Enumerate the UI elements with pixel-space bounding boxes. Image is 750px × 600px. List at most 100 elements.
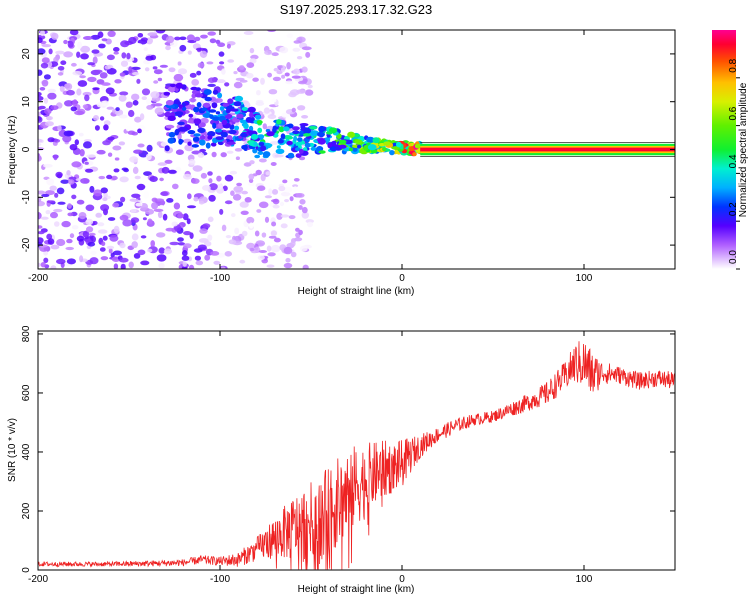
heatmap-noise-blob: [130, 217, 140, 223]
heatmap-noise-blob: [50, 265, 57, 269]
heatmap-noise-blob: [143, 47, 148, 51]
heatmap-noise-blob: [270, 162, 277, 166]
heatmap-noise-blob: [158, 262, 165, 269]
heatmap-noise-blob: [227, 59, 235, 63]
heatmap-noise-blob: [150, 91, 160, 99]
heatmap-noise-blob: [71, 161, 82, 168]
heatmap-noise-blob: [216, 175, 222, 182]
heatmap-ridge-blob: [220, 131, 228, 138]
heatmap-ridge-blob: [164, 111, 172, 118]
heatmap-noise-blob: [102, 100, 109, 107]
heatmap-ridge-blob: [367, 144, 377, 151]
heatmap-ridge-blob: [324, 137, 331, 143]
heatmap-ridge-blob: [199, 135, 206, 140]
heatmap-noise-blob: [44, 121, 54, 127]
heatmap-ridge-blob: [348, 147, 353, 152]
heatmap-ridge-blob: [298, 148, 304, 154]
heatmap-noise-blob: [168, 169, 177, 174]
heatmap-noise-blob: [92, 87, 100, 91]
y-tick-label: 400: [21, 443, 32, 460]
heatmap-noise-blob: [45, 190, 55, 196]
heatmap-noise-blob: [41, 193, 50, 198]
heatmap-noise-blob: [113, 51, 119, 55]
heatmap-ridge-blob: [192, 136, 200, 142]
heatmap-ridge-blob: [366, 136, 375, 143]
heatmap-noise-blob: [266, 245, 272, 252]
heatmap-ridge-blob: [245, 117, 252, 123]
heatmap-noise-blob: [183, 231, 192, 236]
heatmap-ridge-blob: [257, 134, 265, 139]
heatmap-noise-blob: [143, 59, 151, 65]
heatmap-noise-blob: [299, 199, 306, 205]
heatmap-noise-blob: [256, 90, 261, 96]
heatmap-noise-blob: [101, 82, 111, 86]
heatmap-noise-blob: [40, 262, 46, 268]
heatmap-noise-blob: [276, 70, 283, 75]
heatmap-noise-blob: [166, 198, 174, 203]
heatmap-ridge-blob: [225, 108, 231, 114]
heatmap-noise-blob: [193, 196, 199, 202]
heatmap-ridge-blob: [215, 128, 223, 133]
heatmap-noise-blob: [38, 231, 45, 235]
heatmap-noise-blob: [202, 185, 211, 191]
heatmap-noise-blob: [55, 50, 65, 55]
heatmap-noise-blob: [103, 192, 108, 198]
heatmap-noise-blob: [213, 260, 221, 265]
heatmap-noise-blob: [130, 209, 137, 213]
heatmap-noise-blob: [251, 37, 257, 43]
heatmap-stable-band: [420, 147, 675, 152]
heatmap-noise-blob: [302, 264, 309, 269]
heatmap-noise-blob: [281, 74, 286, 79]
heatmap-noise-blob: [64, 83, 71, 89]
heatmap-ridge-blob: [196, 102, 202, 108]
heatmap-noise-blob: [126, 52, 131, 60]
heatmap-noise-blob: [71, 62, 77, 67]
heatmap-ridge-blob: [287, 152, 295, 159]
heatmap-noise-blob: [218, 51, 225, 57]
heatmap-ridge-blob: [187, 119, 195, 124]
heatmap-ridge-blob: [389, 150, 395, 156]
heatmap-noise-blob: [38, 138, 43, 143]
x-tick-label: -100: [210, 273, 230, 284]
heatmap-noise-blob: [267, 72, 272, 78]
heatmap-noise-blob: [177, 213, 184, 219]
heatmap-ridge-blob: [286, 140, 293, 146]
heatmap-ridge-blob: [250, 133, 259, 140]
heatmap-ridge-blob: [201, 107, 208, 112]
heatmap-noise-blob: [301, 115, 309, 119]
heatmap-noise-blob: [96, 102, 104, 108]
heatmap-ridge-blob: [292, 130, 300, 135]
heatmap-noise-blob: [279, 46, 289, 54]
heatmap-ridge-blob: [233, 101, 242, 107]
heatmap-noise-blob: [207, 216, 214, 223]
heatmap-noise-blob: [97, 31, 104, 38]
heatmap-ridge-blob: [276, 119, 282, 125]
heatmap-noise-blob: [241, 190, 249, 195]
heatmap-noise-blob: [140, 235, 147, 239]
heatmap-noise-blob: [270, 230, 277, 237]
heatmap-noise-blob: [267, 252, 276, 257]
heatmap-ridge-blob: [275, 148, 285, 154]
heatmap-noise-blob: [288, 215, 296, 220]
heatmap-noise-blob: [293, 40, 301, 44]
colorbar-ticks: 0.0 0.2 0.4 0.6 0.8: [728, 58, 740, 270]
heatmap-ridge-blob: [414, 143, 421, 149]
heatmap-noise-blob: [220, 152, 227, 158]
heatmap-ridge-blob: [197, 127, 206, 133]
heatmap-noise-blob: [78, 212, 87, 220]
heatmap-noise-blob: [112, 202, 120, 208]
x-tick-label: 100: [576, 574, 593, 585]
colorbar-tick-label: 0.8: [728, 58, 739, 72]
heatmap-noise-blob: [280, 214, 290, 218]
heatmap-noise-blob: [272, 198, 280, 205]
heatmap-ridge-blob: [226, 141, 236, 145]
x-tick-label: -200: [28, 574, 48, 585]
heatmap-ridge-blob: [166, 104, 175, 109]
heatmap-noise-blob: [102, 235, 108, 241]
heatmap-noise-blob: [249, 160, 255, 165]
heatmap-noise-blob: [175, 166, 182, 172]
heatmap-noise-blob: [199, 148, 207, 153]
heatmap-ridge-blob: [195, 87, 201, 91]
heatmap-noise-blob: [63, 39, 68, 45]
heatmap-ridge-blob: [280, 133, 286, 140]
